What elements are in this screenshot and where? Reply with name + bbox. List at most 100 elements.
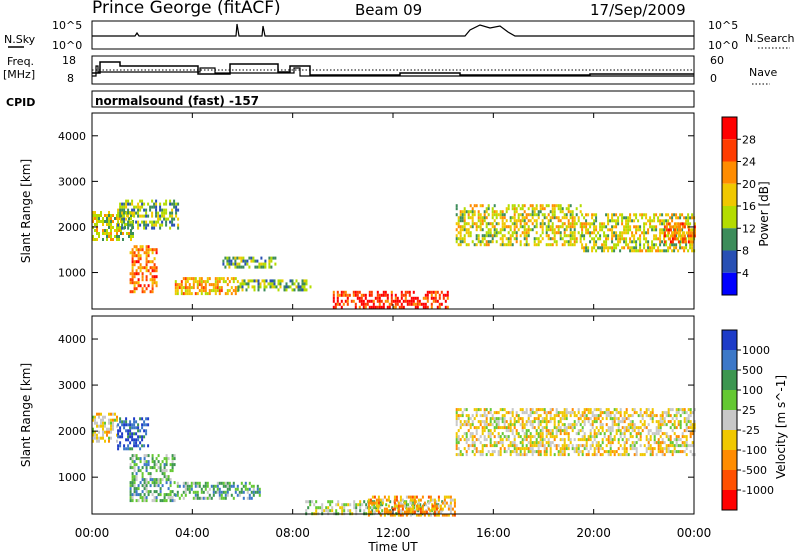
echo-cell <box>238 493 241 497</box>
echo-cell <box>163 211 166 215</box>
echo-cell <box>625 237 628 241</box>
echo-cell <box>121 432 124 436</box>
echo-cell <box>657 219 660 223</box>
echo-cell <box>305 500 308 504</box>
echo-cell <box>435 504 438 508</box>
echo-cell <box>527 243 530 247</box>
echo-cell <box>549 237 552 241</box>
echo-cell <box>551 432 554 436</box>
echo-cell <box>212 493 215 497</box>
echo-cell <box>521 417 524 421</box>
echo-cell <box>513 426 516 430</box>
echo-cell <box>623 420 626 424</box>
echo-cell <box>633 234 636 238</box>
echo-cell <box>422 296 425 300</box>
echo-cell <box>489 231 492 235</box>
echo-cell <box>360 302 363 306</box>
echo-cell <box>451 498 454 502</box>
echo-cell <box>271 282 274 286</box>
echo-cell <box>149 220 152 224</box>
echo-cell <box>157 481 160 485</box>
echo-cell <box>467 417 470 421</box>
echo-cell <box>495 228 498 232</box>
echo-cell <box>143 487 146 491</box>
echo-cell <box>104 430 106 434</box>
echo-cell <box>224 292 227 296</box>
echo-cell <box>421 504 424 508</box>
echo-cell <box>232 484 235 488</box>
echo-cell <box>613 414 616 418</box>
echo-cell <box>483 210 486 214</box>
echo-cell <box>413 503 416 507</box>
echo-cell <box>392 299 395 303</box>
echo-cell <box>537 423 540 427</box>
echo-cell <box>645 240 648 244</box>
echo-cell <box>621 420 624 424</box>
echo-cell <box>495 441 498 445</box>
echo-cell <box>459 210 462 214</box>
echo-cell <box>200 277 203 281</box>
echo-cell <box>541 426 544 430</box>
echo-cell <box>133 211 136 215</box>
echo-cell <box>236 487 239 491</box>
echo-cell <box>481 420 484 424</box>
echo-cell <box>133 426 136 430</box>
echo-cell <box>471 435 474 439</box>
echo-cell <box>108 421 110 425</box>
echo-cell <box>155 469 158 473</box>
echo-cell <box>332 305 335 309</box>
echo-cell <box>537 216 540 220</box>
echo-cell <box>651 243 654 247</box>
echo-cell <box>244 487 247 491</box>
echo-cell <box>519 225 522 229</box>
echo-cell <box>424 296 427 300</box>
echo-cell <box>110 220 112 223</box>
echo-cell <box>135 499 138 503</box>
x-tick-label: 12:00 <box>376 526 411 540</box>
echo-cell <box>483 243 486 247</box>
echo-cell <box>515 240 518 244</box>
echo-cell <box>285 282 288 286</box>
echo-cell <box>369 510 372 514</box>
echo-cell <box>511 234 514 238</box>
y-tick-label: 3000 <box>58 379 86 392</box>
echo-cell <box>429 500 432 504</box>
echo-cell <box>665 228 668 232</box>
echo-cell <box>171 211 174 215</box>
echo-cell <box>206 496 209 500</box>
echo-cell <box>599 447 602 451</box>
echo-cell <box>393 498 396 502</box>
echo-cell <box>583 438 586 442</box>
echo-cell <box>495 234 498 238</box>
echo-cell <box>135 220 138 224</box>
echo-cell <box>204 292 207 296</box>
echo-cell <box>541 432 544 436</box>
echo-cell <box>246 487 249 491</box>
echo-cell <box>137 211 140 215</box>
echo-cell <box>145 490 148 494</box>
echo-cell <box>671 450 674 454</box>
echo-cell <box>473 243 476 247</box>
echo-cell <box>477 438 480 442</box>
echo-cell <box>289 279 292 283</box>
echo-cell <box>565 447 568 451</box>
echo-cell <box>587 450 590 454</box>
echo-cell <box>563 423 566 427</box>
echo-cell <box>521 225 524 229</box>
echo-cell <box>591 453 594 457</box>
echo-cell <box>461 210 464 214</box>
echo-cell <box>194 280 197 284</box>
echo-cell <box>549 444 552 448</box>
echo-cell <box>121 420 124 424</box>
echo-cell <box>451 507 454 511</box>
echo-cell <box>412 290 415 294</box>
echo-cell <box>133 423 136 427</box>
echo-cell <box>489 420 492 424</box>
echo-cell <box>327 509 330 513</box>
echo-cell <box>669 414 672 418</box>
echo-cell <box>337 503 340 507</box>
echo-cell <box>165 460 168 464</box>
echo-cell <box>432 290 435 294</box>
echo-cell <box>129 499 132 503</box>
echo-cell <box>226 490 229 494</box>
